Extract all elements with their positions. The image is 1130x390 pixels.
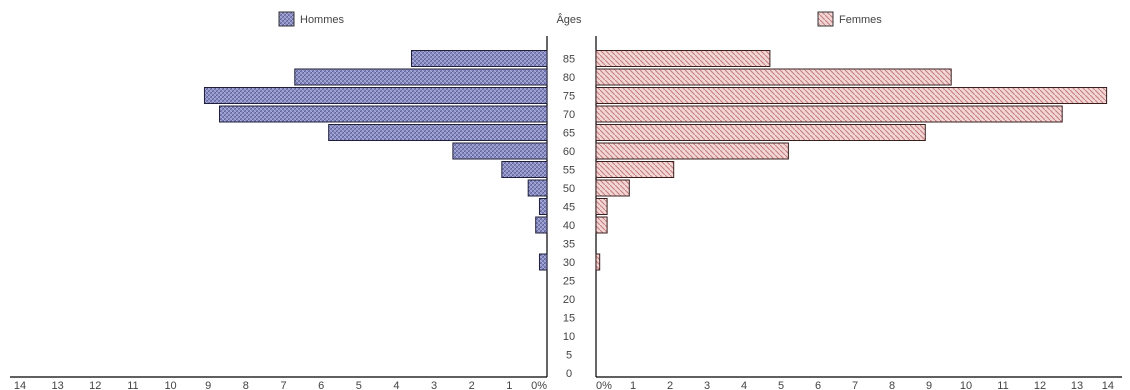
legend-femmes: Femmes [817, 11, 882, 27]
age-label-55: 55 [563, 165, 575, 177]
bar-femmes-45 [595, 198, 608, 215]
hommes-bars [203, 50, 548, 271]
x-tick-right-2: 2 [667, 380, 673, 390]
bar-hommes-40 [535, 216, 548, 234]
bar-hommes-60 [452, 142, 548, 160]
age-label-70: 70 [563, 109, 575, 121]
bar-hommes-70 [219, 105, 548, 123]
age-labels: 0 5 10 15 20 25 30 35 40 45 50 55 60 65 70 75 80 85 [563, 54, 575, 381]
x-tick-right-11: 11 [997, 380, 1008, 390]
x-tick-left-11: 3 [431, 380, 437, 390]
age-label-10: 10 [563, 331, 575, 343]
x-tick-right-12: 12 [1034, 380, 1046, 390]
x-tick-right-1: 1 [630, 380, 636, 390]
x-ticks-right: 0% 1 2 3 4 5 6 7 8 9 10 11 12 13 14 [596, 380, 1114, 390]
age-label-0: 0 [566, 368, 572, 380]
x-tick-right-3: 3 [704, 380, 710, 390]
age-label-20: 20 [563, 294, 575, 306]
bar-femmes-50 [595, 179, 630, 197]
legend-hommes-swatch [278, 11, 295, 27]
x-tick-left-12: 2 [469, 380, 475, 390]
x-tick-left-10: 4 [393, 380, 399, 390]
bar-hommes-75 [203, 87, 548, 104]
x-tick-right-7: 7 [852, 380, 858, 390]
x-tick-left-5: 9 [205, 380, 211, 390]
x-tick-left-3: 11 [127, 380, 138, 390]
bar-hommes-85 [410, 50, 548, 67]
age-label-60: 60 [563, 146, 575, 158]
age-label-80: 80 [563, 72, 575, 84]
legend-femmes-swatch [817, 11, 834, 27]
x-tick-left-7: 7 [280, 380, 286, 390]
bar-hommes-80 [294, 68, 548, 86]
bar-femmes-60 [595, 142, 789, 160]
bar-femmes-75 [595, 87, 1108, 104]
age-label-15: 15 [563, 313, 575, 325]
x-tick-right-6: 6 [815, 380, 821, 390]
bar-hommes-30 [538, 253, 548, 271]
age-label-45: 45 [563, 202, 575, 214]
bar-femmes-65 [595, 124, 926, 141]
x-tick-right-5: 5 [778, 380, 784, 390]
age-axis-title: Âges [556, 13, 582, 26]
age-label-30: 30 [563, 257, 575, 269]
x-tick-right-0: 0% [596, 380, 612, 390]
x-tick-left-8: 6 [318, 380, 324, 390]
age-label-25: 25 [563, 276, 575, 288]
legend-hommes: Hommes [278, 11, 345, 27]
legend-hommes-label: Hommes [300, 14, 345, 26]
x-tick-right-4: 4 [741, 380, 747, 390]
age-label-40: 40 [563, 220, 575, 232]
age-label-50: 50 [563, 183, 575, 195]
age-label-75: 75 [563, 91, 575, 103]
x-tick-right-10: 10 [960, 380, 972, 390]
age-label-5: 5 [566, 350, 572, 362]
x-ticks-left: 14 13 12 11 10 9 8 7 6 5 4 3 2 1 0% [14, 380, 547, 390]
legend-femmes-label: Femmes [839, 14, 882, 26]
bar-femmes-55 [595, 161, 675, 178]
bar-hommes-45 [538, 198, 548, 215]
age-label-85: 85 [563, 54, 575, 66]
age-label-65: 65 [563, 128, 575, 140]
bar-hommes-50 [527, 179, 548, 197]
x-tick-left-13: 1 [506, 380, 512, 390]
x-tick-left-2: 12 [89, 380, 101, 390]
bar-femmes-85 [595, 50, 771, 67]
bar-hommes-65 [328, 124, 548, 141]
bar-femmes-80 [595, 68, 952, 86]
femmes-bars [595, 50, 1108, 271]
x-tick-left-1: 13 [52, 380, 64, 390]
bar-femmes-70 [595, 105, 1063, 123]
x-tick-right-8: 8 [889, 380, 895, 390]
age-label-35: 35 [563, 239, 575, 251]
bar-femmes-30 [595, 253, 601, 271]
x-tick-left-4: 10 [164, 380, 176, 390]
x-tick-left-6: 8 [243, 380, 249, 390]
bar-hommes-55 [501, 161, 548, 178]
bar-femmes-40 [595, 216, 608, 234]
x-tick-left-9: 5 [356, 380, 362, 390]
x-tick-right-9: 9 [926, 380, 932, 390]
x-tick-left-0: 14 [14, 380, 26, 390]
x-tick-left-14: 0% [531, 380, 547, 390]
x-tick-right-13: 13 [1071, 380, 1083, 390]
x-tick-right-14: 14 [1102, 380, 1114, 390]
